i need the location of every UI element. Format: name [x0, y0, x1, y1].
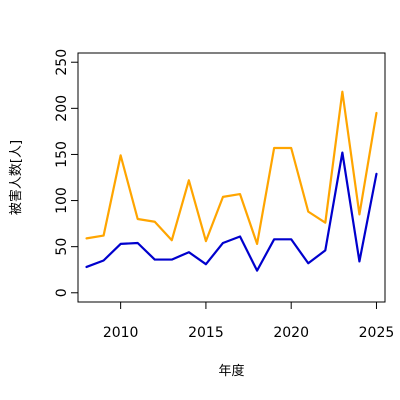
series-line-1 — [85, 90, 378, 245]
x-axis: 2010 2015 2020 2025 — [103, 302, 394, 341]
y-tick-label: 250 — [54, 49, 70, 76]
y-axis: 0 50 100 150 200 250 — [54, 49, 78, 297]
y-axis-title: 被害人数[人] — [8, 140, 24, 215]
y-tick-label: 100 — [54, 187, 70, 214]
x-tick-label: 2010 — [103, 325, 139, 341]
plot-area-border — [77, 52, 386, 303]
series-layer — [85, 90, 378, 272]
x-tick-label: 2020 — [273, 325, 309, 341]
x-tick-label: 2025 — [359, 325, 395, 341]
x-axis-title: 年度 — [218, 363, 244, 379]
y-tick-label: 150 — [54, 141, 70, 168]
x-tick-label: 2015 — [188, 325, 224, 341]
y-tick-label: 0 — [54, 288, 70, 297]
y-tick-label: 200 — [54, 95, 70, 122]
y-tick-label: 50 — [54, 238, 70, 256]
series-line-2 — [85, 151, 378, 272]
